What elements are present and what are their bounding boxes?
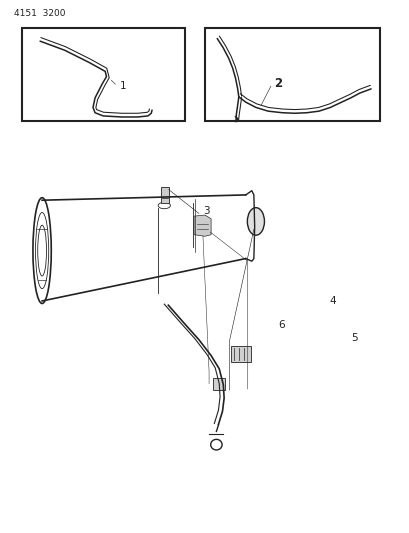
Text: 3: 3 [202, 206, 209, 216]
FancyBboxPatch shape [161, 187, 169, 203]
Text: 5: 5 [351, 333, 357, 343]
Text: 1: 1 [119, 81, 126, 91]
Polygon shape [193, 215, 211, 236]
Text: 4: 4 [328, 296, 335, 306]
FancyBboxPatch shape [231, 345, 250, 362]
Text: 4151  3200: 4151 3200 [13, 10, 65, 18]
Ellipse shape [247, 208, 264, 235]
Text: 2: 2 [274, 77, 282, 90]
Text: 6: 6 [278, 320, 284, 330]
FancyBboxPatch shape [213, 378, 224, 390]
